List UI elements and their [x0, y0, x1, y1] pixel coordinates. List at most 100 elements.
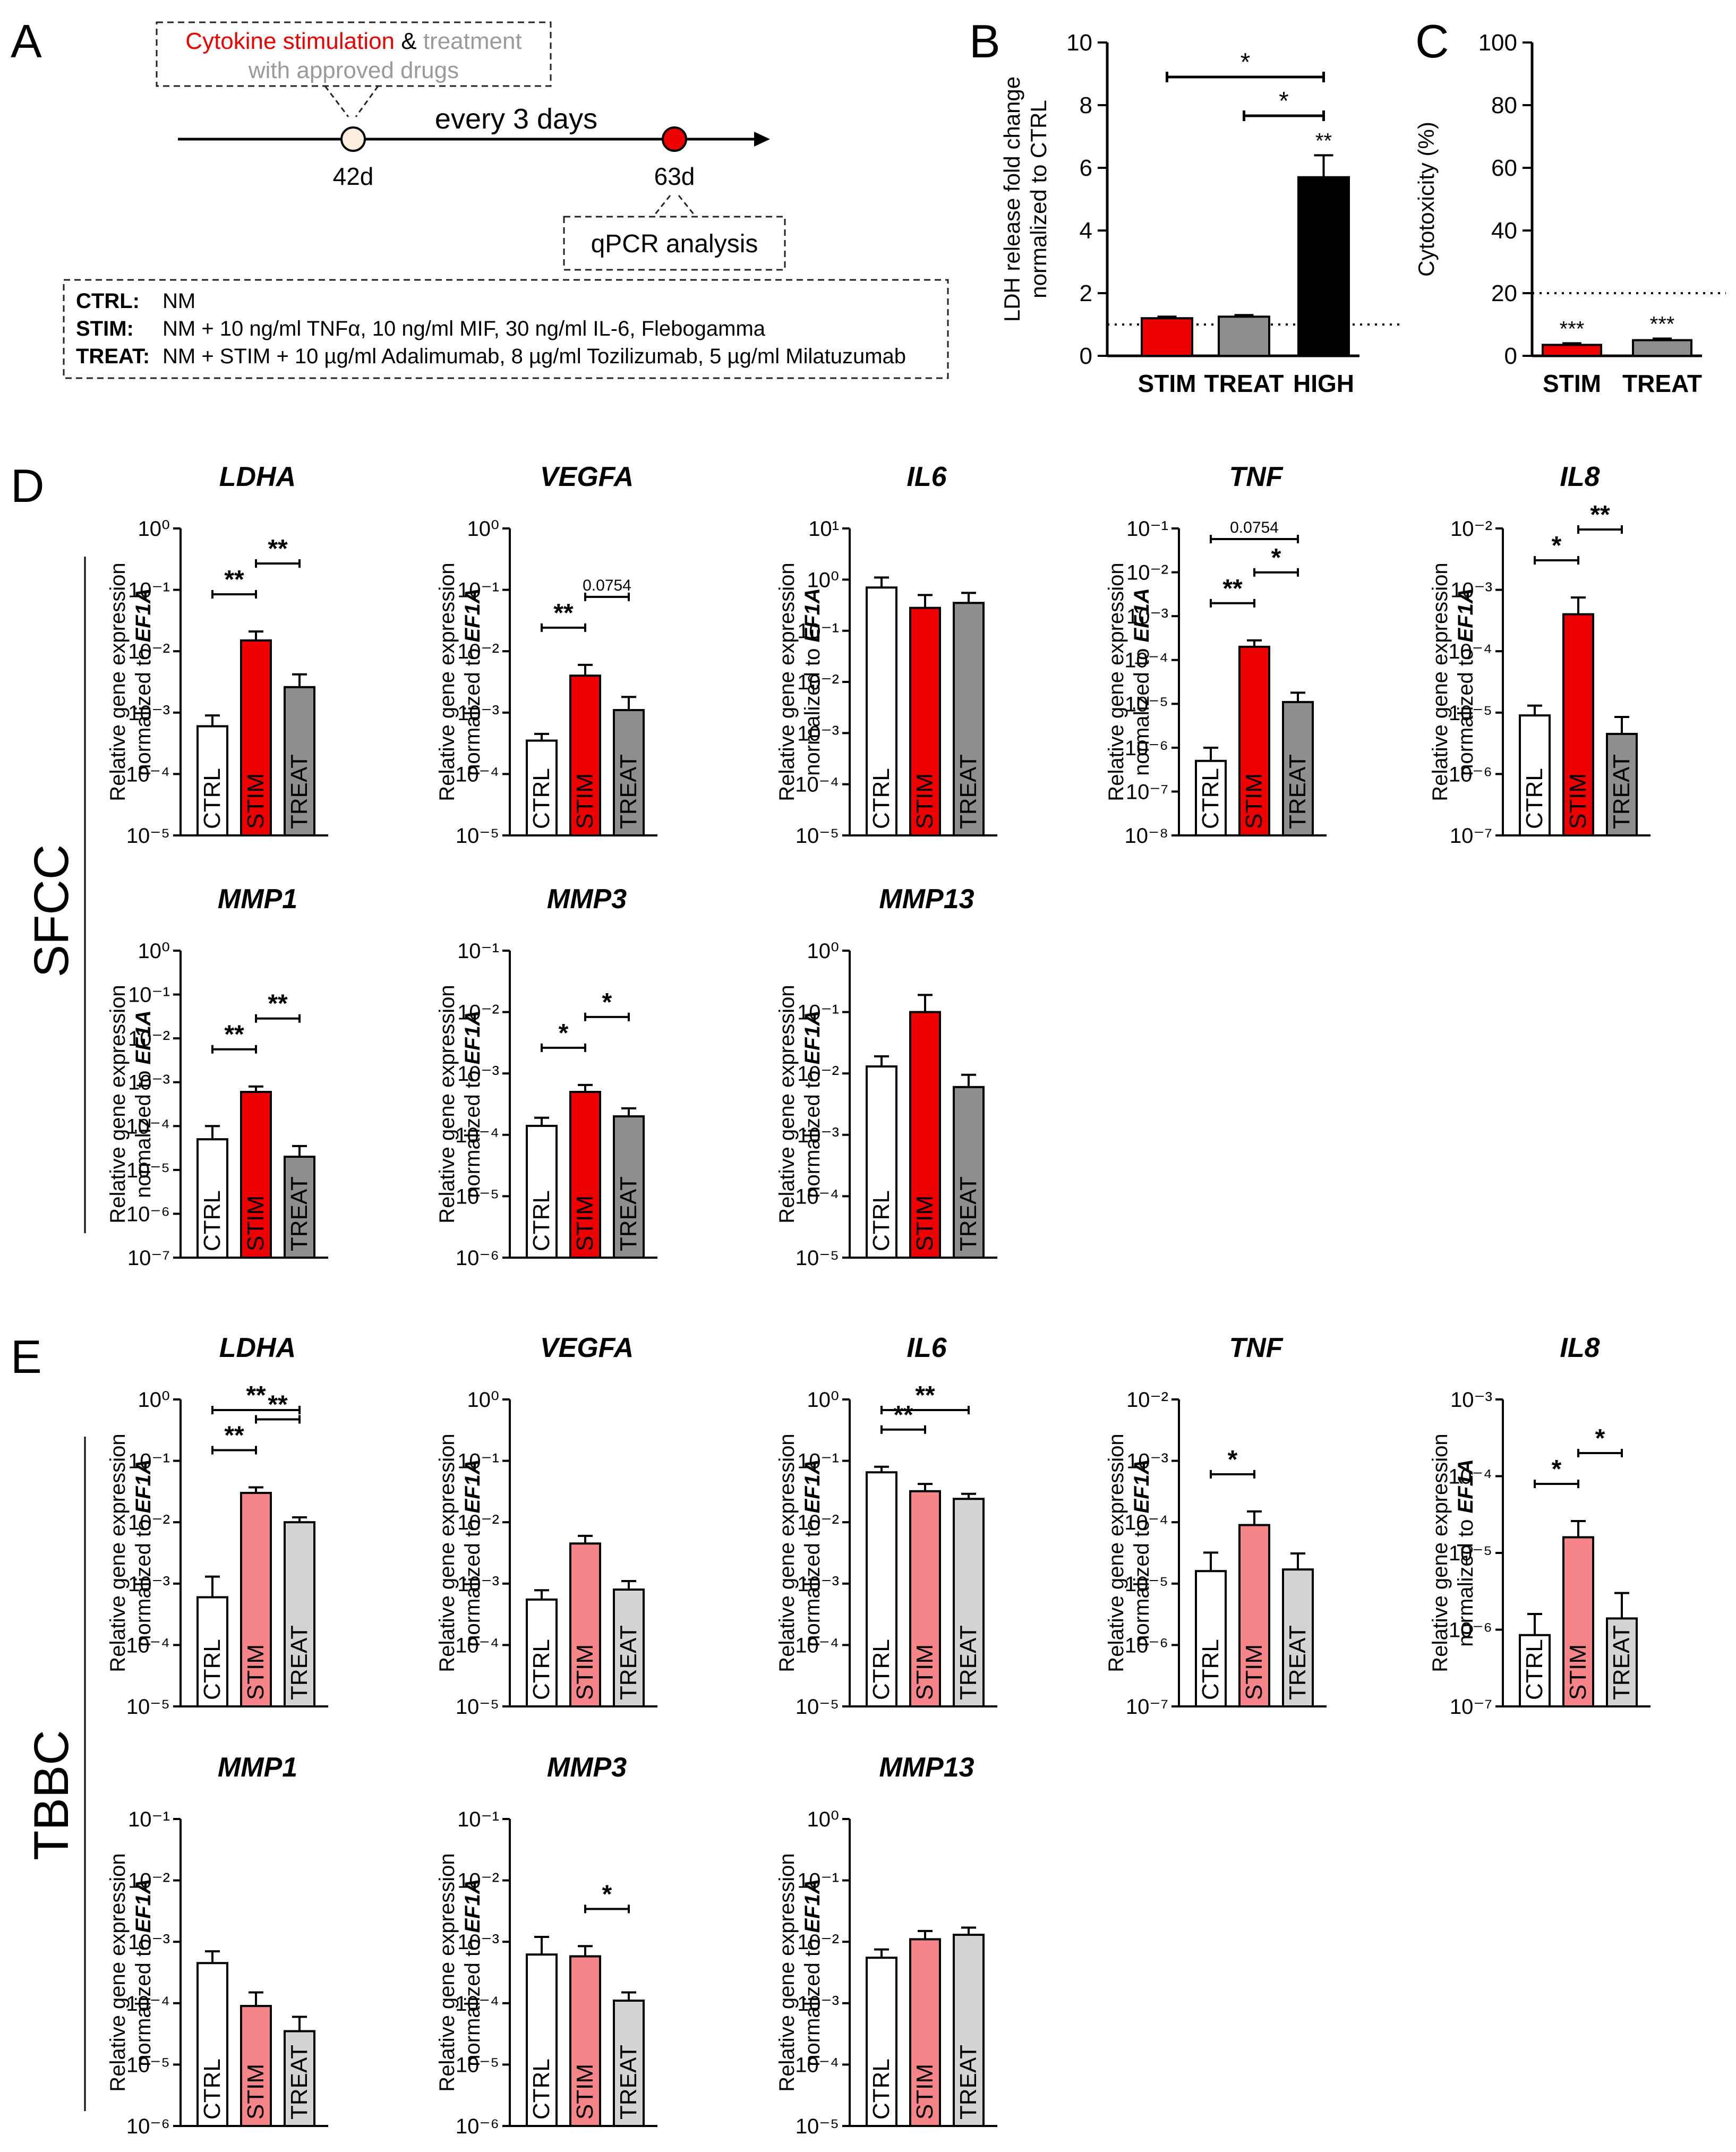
chart-e7-title: MMP3 — [547, 1752, 627, 1783]
legend-text-treat: NM + STIM + 10 µg/ml Adalimumab, 8 µg/ml… — [163, 345, 906, 368]
chart-b-ldh-release: B 0 2 4 6 8 10 LDH release fold changenormalize… — [969, 15, 1402, 397]
qpcr-callout-right — [678, 195, 697, 217]
chart-d8-category-label: TREAT — [955, 1176, 981, 1251]
chart-d4-y-tick-label: 10⁻⁵ — [1125, 693, 1168, 716]
chart-d3-title: IL6 — [907, 462, 947, 492]
chart-d7-y-axis-label: Relative gene expression normalized to EF… — [435, 985, 484, 1223]
chart-d3-category-label: CTRL — [868, 768, 894, 829]
chart-e6-y-tick-label: 10⁻⁵ — [126, 2053, 170, 2077]
chart-b-category-label: HIGH — [1293, 370, 1354, 397]
chart-d2-y-axis-label-gene: EF1A — [461, 588, 484, 642]
group-label-tbbc: TBBC — [24, 1730, 79, 1860]
chart-e4-y-tick-label: 10⁻³ — [1126, 1450, 1168, 1473]
chart-e3-title: IL6 — [907, 1333, 947, 1363]
chart-d7-bracket-label: * — [602, 988, 612, 1017]
chart-d1-category-label: CTRL — [199, 768, 225, 829]
chart-e8-y-axis-label: Relative gene expression normalized to EF… — [775, 1853, 824, 2091]
chart-e7-y-axis-label-line1: Relative gene expression — [435, 1853, 459, 2091]
chart-b-category-label: TREAT — [1204, 370, 1284, 397]
chart-e7-bar-stim — [569, 1955, 601, 2127]
chart-e6-y-axis-label-gene: EF1A — [132, 1878, 155, 1933]
chart-d-mmp1: MMP1 Relative gene expression normalized t… — [106, 884, 328, 1270]
chart-e8-title: MMP13 — [879, 1752, 974, 1783]
chart-e2-category-label: CTRL — [528, 1639, 554, 1700]
chart-d6-bar-stim — [240, 1091, 272, 1259]
chart-c-y-tick-label: 60 — [1491, 155, 1517, 181]
chart-d6-category-label: CTRL — [199, 1190, 225, 1251]
condition-legend-box — [63, 279, 949, 379]
chart-e5-y-tick-label: 10⁻³ — [1450, 1388, 1492, 1412]
chart-c-category-label: TREAT — [1622, 370, 1702, 397]
chart-d5-bracket-label: ** — [1590, 501, 1610, 529]
chart-e6-y-tick-label: 10⁻⁶ — [126, 2115, 170, 2138]
chart-c-panel-letter: C — [1415, 15, 1449, 67]
chart-d1-y-tick-label: 10⁻⁴ — [126, 763, 170, 786]
chart-e7-category-label: STIM — [572, 2064, 598, 2120]
chart-d3-y-axis-label: Relative gene expression normalized to EF… — [775, 562, 824, 801]
chart-d7-bracket-label: * — [559, 1019, 569, 1047]
chart-e1-bracket-label: ** — [246, 1381, 266, 1410]
chart-d3-category-label: STIM — [912, 773, 938, 829]
chart-d5-category-label: TREAT — [1609, 754, 1635, 829]
chart-d-mmp13: MMP13 Relative gene expression normalized … — [775, 884, 997, 1270]
chart-e7-y-tick-label: 10⁻³ — [457, 1931, 499, 1954]
chart-e8-y-tick-label: 10⁻² — [797, 1931, 839, 1954]
chart-d7-y-tick-label: 10⁻³ — [457, 1062, 499, 1086]
chart-d4-bar-ctrl — [1195, 759, 1227, 836]
interval-label: every 3 days — [435, 103, 597, 135]
chart-e8-category-label: TREAT — [955, 2045, 981, 2120]
chart-d6-y-axis-label-line2: normalized to — [132, 1065, 155, 1198]
chart-c-y-tick-label: 80 — [1491, 92, 1517, 118]
chart-e3-category-label: TREAT — [955, 1625, 981, 1700]
chart-e-ldha: LDHA Relative gene expression normalized t… — [106, 1333, 328, 1719]
chart-e5-y-tick-label: 10⁻⁶ — [1449, 1619, 1492, 1642]
chart-d5-y-tick-label: 10⁻⁵ — [1449, 702, 1492, 725]
chart-e2-y-tick-label: 10⁻⁵ — [456, 1695, 499, 1719]
chart-e3-category-label: STIM — [912, 1644, 938, 1700]
chart-e6-y-axis-label-line2: normalized to — [132, 1933, 155, 2066]
chart-d1-title: LDHA — [219, 462, 296, 492]
chart-e4-y-tick-label: 10⁻⁴ — [1124, 1511, 1168, 1534]
day-start-label: 42d — [333, 163, 374, 190]
chart-d6-category-label: TREAT — [286, 1176, 312, 1251]
chart-c-y-axis-label-line: Cytotoxicity (%) — [1414, 122, 1439, 277]
chart-d6-bar-treat — [284, 1156, 315, 1259]
chart-d7-y-tick-label: 10⁻¹ — [457, 940, 499, 963]
chart-b-y-axis-label: LDH release fold changenormalized to CTR… — [999, 76, 1051, 322]
chart-e6-title: MMP1 — [218, 1752, 297, 1783]
legend-key-stim: STIM: — [76, 317, 134, 340]
chart-d4-y-tick-label: 10⁻⁶ — [1125, 737, 1168, 760]
chart-e1-y-axis-label-line1: Relative gene expression — [106, 1433, 130, 1672]
chart-d4-category-label: CTRL — [1198, 768, 1224, 829]
chart-e3-bracket-label: ** — [915, 1381, 935, 1410]
chart-e2-y-tick-label: 10⁻⁴ — [455, 1634, 499, 1657]
chart-d2-bar-stim — [569, 674, 601, 837]
chart-c-y-tick-label: 100 — [1478, 30, 1517, 56]
chart-d3-y-tick-label: 10⁰ — [807, 568, 839, 592]
chart-d2-y-tick-label: 10⁻² — [457, 640, 499, 663]
chart-d2-y-tick-label: 10⁻³ — [457, 702, 499, 725]
chart-b-category-label: STIM — [1138, 370, 1196, 397]
chart-d7-bar-stim — [569, 1090, 601, 1259]
chart-d-ldha: LDHA Relative gene expression normalized t… — [106, 462, 328, 848]
chart-d1-bar-treat — [284, 686, 315, 837]
chart-e8-y-tick-label: 10⁰ — [807, 1808, 839, 1831]
chart-d7-y-axis-label-line1: Relative gene expression — [435, 985, 459, 1223]
chart-e4-y-tick-label: 10⁻⁵ — [1125, 1573, 1168, 1596]
chart-e6-category-label: STIM — [243, 2064, 269, 2120]
chart-d5-y-tick-label: 10⁻⁴ — [1448, 640, 1492, 663]
chart-d6-y-tick-label: 10⁻⁶ — [126, 1202, 170, 1226]
chart-d2-y-axis-label-line1: Relative gene expression — [435, 562, 459, 801]
callout-line-left — [324, 86, 349, 117]
chart-d8-y-tick-label: 10⁰ — [807, 940, 839, 963]
treatment-amp-text: & — [395, 28, 423, 54]
chart-d7-bar-treat — [613, 1115, 645, 1259]
chart-e5-y-tick-label: 10⁻⁴ — [1448, 1465, 1492, 1489]
chart-d4-y-tick-label: 10⁻³ — [1126, 605, 1168, 628]
chart-e2-title: VEGFA — [540, 1333, 634, 1363]
chart-d5-y-axis-label-line1: Relative gene expression — [1429, 562, 1452, 801]
chart-e1-y-axis-label: Relative gene expression normalized to EF… — [106, 1433, 155, 1672]
chart-e4-y-tick-label: 10⁻² — [1126, 1388, 1168, 1412]
chart-e7-bar-treat — [613, 2000, 645, 2127]
chart-e6-category-label: TREAT — [286, 2045, 312, 2120]
